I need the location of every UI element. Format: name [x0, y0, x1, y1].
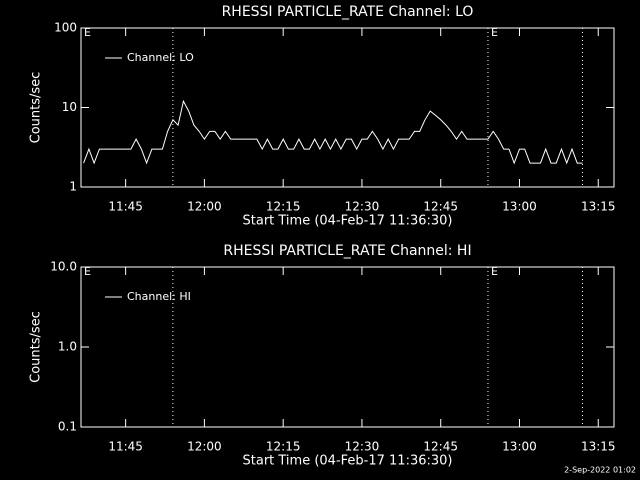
x-tick-label: 12:00: [187, 200, 222, 214]
y-tick-label: 100: [54, 21, 77, 35]
legend-label: Channel: HI: [127, 290, 191, 303]
y-axis-label: Counts/sec: [29, 311, 44, 383]
x-axis-label: Start Time (04-Feb-17 11:36:30): [243, 214, 453, 229]
event-label: E: [84, 26, 91, 39]
x-tick-label: 12:00: [187, 440, 222, 454]
y-tick-label: 10: [62, 100, 77, 114]
x-axis-label: Start Time (04-Feb-17 11:36:30): [243, 454, 453, 469]
x-tick-label: 11:45: [108, 440, 143, 454]
y-tick-label: 10.0: [50, 260, 77, 274]
event-label: E: [491, 265, 498, 278]
event-label: E: [84, 265, 91, 278]
x-tick-label: 12:45: [423, 200, 458, 214]
y-tick-label: 1: [69, 180, 77, 194]
x-tick-label: 12:45: [423, 440, 458, 454]
x-tick-label: 13:00: [502, 440, 537, 454]
x-tick-label: 13:15: [581, 440, 616, 454]
x-tick-label: 13:15: [581, 200, 616, 214]
x-tick-label: 12:30: [345, 200, 380, 214]
data-line: [83, 99, 583, 165]
y-tick-label: 0.1: [58, 420, 77, 434]
x-tick-label: 12:30: [345, 440, 380, 454]
event-label: E: [491, 26, 498, 39]
x-tick-label: 13:00: [502, 200, 537, 214]
x-tick-label: 12:15: [266, 440, 301, 454]
y-tick-label: 1.0: [58, 340, 77, 354]
chart-title: RHESSI PARTICLE_RATE Channel: HI: [223, 243, 471, 259]
legend-label: Channel: LO: [127, 51, 194, 64]
y-axis-label: Counts/sec: [29, 72, 44, 144]
footer: 2-Sep-2022 01:02: [564, 466, 636, 475]
chart-title: RHESSI PARTICLE_RATE Channel: LO: [222, 4, 474, 20]
x-tick-label: 12:15: [266, 200, 301, 214]
x-tick-label: 11:45: [108, 200, 143, 214]
